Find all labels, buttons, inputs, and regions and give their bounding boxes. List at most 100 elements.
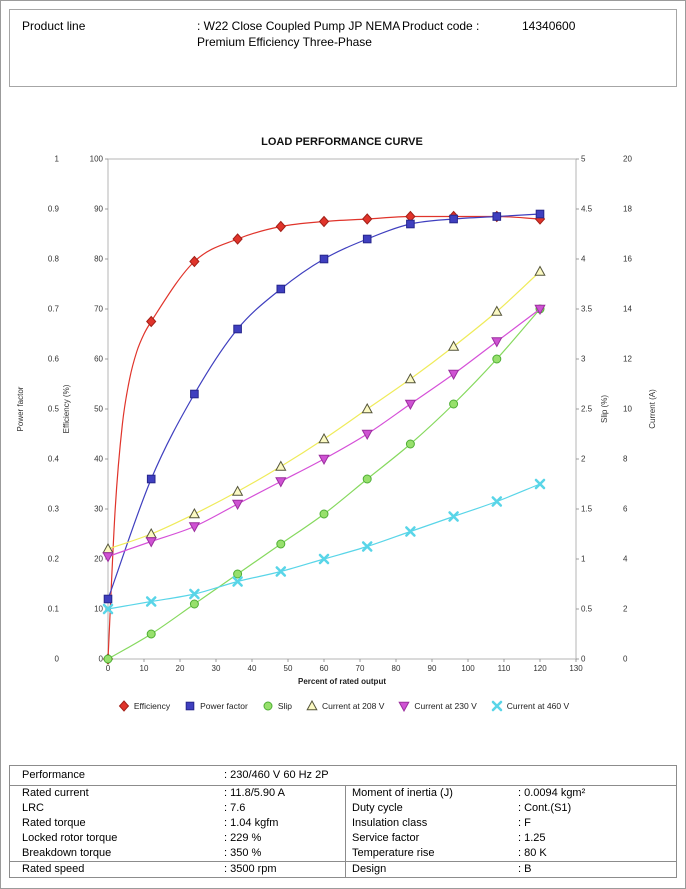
- current-tick: 20: [623, 155, 632, 164]
- x-tick: 40: [248, 664, 257, 673]
- current-at-230-v-marker: [188, 522, 201, 533]
- current-at-460-v-marker: [534, 478, 546, 490]
- performance-value: : 230/460 V 60 Hz 2P: [224, 769, 329, 781]
- power_factor-axis: 0 0.1 0.2 0.3 0.4 0.5 0.6 0.7 0.8 0.9 1 Power facto…: [16, 155, 60, 664]
- slip-tick: 4.5: [581, 205, 593, 214]
- product-line-label: Product line: [22, 19, 86, 33]
- efficiency-tick: 40: [94, 455, 103, 464]
- spec-label: Insulation class: [352, 817, 428, 829]
- current-at-230-v-marker: [491, 337, 503, 348]
- slip-marker: [263, 701, 273, 711]
- spec-rows: Rated current: 11.8/5.90 A Moment of iner…: [9, 786, 677, 878]
- efficiency-marker: [318, 215, 330, 228]
- power_factor-tick: 1: [55, 155, 60, 164]
- power-factor-line: [107, 213, 541, 600]
- efficiency-marker: [275, 220, 286, 233]
- legend-item-current-at-460-v: Current at 460 V: [490, 700, 569, 712]
- efficiency-axis-title: Efficiency (%): [62, 384, 71, 433]
- power_factor-tick: 0.8: [48, 255, 60, 264]
- efficiency-tick: 10: [94, 605, 103, 614]
- power_factor-tick: 0: [55, 655, 60, 664]
- current-at-460-v-line: [107, 483, 541, 610]
- current-axis: 0 2 4 6 8 10 12 14 16 18 20 Current (A): [623, 155, 657, 664]
- slip-tick: 0: [581, 655, 586, 664]
- efficiency-tick: 80: [94, 255, 103, 264]
- current-at-460-v-marker: [405, 526, 416, 537]
- spec-value: : 80 K: [518, 847, 547, 859]
- efficiency-marker: [232, 233, 243, 245]
- current-at-208-v-marker: [534, 265, 546, 276]
- current-at-230-v-marker: [398, 701, 411, 712]
- current-at-208-v-marker: [404, 372, 417, 384]
- x-axis: 0 10 20 30 40 50 60 70 80 90 100 110 120 130 Percent o…: [106, 659, 583, 686]
- power_factor-tick: 0.3: [48, 505, 60, 514]
- power_factor-axis-title: Power factor: [16, 386, 25, 431]
- power_factor-tick: 0.7: [48, 305, 60, 314]
- x-tick: 20: [176, 664, 185, 673]
- current-at-230-v-marker: [534, 304, 546, 316]
- current-tick: 16: [623, 255, 632, 264]
- legend-item-slip: Slip: [261, 700, 292, 712]
- legend-item-current-at-208-v: Current at 208 V: [305, 700, 384, 712]
- x-tick: 70: [356, 664, 365, 673]
- current-at-460-v-marker: [232, 576, 243, 587]
- spec-value: : Cont.(S1): [518, 802, 572, 814]
- current-at-230-v-marker: [447, 369, 460, 381]
- x-tick: 110: [498, 664, 511, 673]
- current-at-460-v-marker: [189, 588, 200, 600]
- current-at-460-v-marker: [318, 553, 330, 565]
- spec-right-half: Service factor: 1.25: [345, 831, 676, 846]
- load-performance-curve-chart: LOAD PERFORMANCE CURVE 0 0.1 0.2 0.3 0.4 0.5 0.…: [16, 136, 657, 686]
- power-factor-marker: [319, 254, 329, 264]
- x-tick: 80: [392, 664, 401, 673]
- power-factor-marker: [492, 212, 502, 221]
- slip-line: [107, 308, 541, 660]
- slip-tick: 2: [581, 455, 586, 464]
- current-at-208-v-marker: [447, 340, 460, 351]
- current-tick: 0: [623, 655, 628, 664]
- power-factor-marker: [449, 214, 458, 224]
- power-factor-marker: [406, 219, 415, 229]
- product-code-value: 14340600: [522, 19, 576, 33]
- legend-label: Current at 230 V: [414, 701, 477, 711]
- efficiency-tick: 60: [94, 355, 103, 364]
- x-tick: 30: [212, 664, 221, 673]
- spec-value: : 350 %: [224, 847, 262, 859]
- spec-row-breakdown-torque: Breakdown torque: 350 % Temperature rise:…: [10, 846, 676, 861]
- legend-item-current-at-230-v: Current at 230 V: [397, 700, 477, 712]
- legend-label: Slip: [277, 701, 292, 711]
- efficiency-marker: [118, 700, 130, 712]
- slip-marker: [103, 654, 113, 664]
- spec-value: : 229 %: [224, 832, 262, 844]
- spec-value: : 7.6: [224, 802, 246, 814]
- efficiency-tick: 50: [94, 405, 103, 414]
- performance-row: Performance : 230/460 V 60 Hz 2P: [9, 765, 677, 786]
- current-at-208-v-marker: [318, 432, 330, 444]
- current-axis-title: Current (A): [648, 389, 657, 429]
- current-at-208-v-marker: [491, 305, 503, 316]
- spec-label: Temperature rise: [352, 847, 435, 859]
- current-at-460-v-marker: [102, 603, 114, 615]
- spec-label: Design: [352, 863, 387, 875]
- slip-tick: 5: [581, 155, 586, 164]
- efficiency-axis: 0 10 20 30 40 50 60 70 80 90 100 Efficiency (%): [62, 155, 108, 664]
- efficiency-legend-icon: [118, 700, 130, 712]
- spec-label: Locked rotor torque: [22, 832, 118, 844]
- product-header: Product line : W22 Close Coupled Pump JP…: [9, 9, 677, 87]
- current-at-208-v-series: [102, 265, 546, 554]
- product-line-value: : W22 Close Coupled Pump JP NEMA Premium…: [197, 19, 400, 49]
- spec-label: Rated speed: [22, 863, 85, 875]
- spec-row-rated-current: Rated current: 11.8/5.90 A Moment of iner…: [10, 786, 676, 801]
- current-tick: 10: [623, 405, 632, 414]
- slip-series: [103, 304, 545, 664]
- spec-value: : B: [518, 863, 532, 875]
- current-tick: 6: [623, 505, 628, 514]
- spec-label: Duty cycle: [352, 802, 403, 814]
- slip-marker: [276, 539, 286, 549]
- legend-item-power-factor: Power factor: [183, 700, 248, 712]
- current-at-208-v-line: [107, 271, 541, 550]
- current-at-460-v-marker: [491, 496, 503, 507]
- slip-marker: [492, 354, 502, 364]
- spec-value: : F: [518, 817, 531, 829]
- spec-row-rated-torque: Rated torque: 1.04 kgfm Insulation class:…: [10, 816, 676, 831]
